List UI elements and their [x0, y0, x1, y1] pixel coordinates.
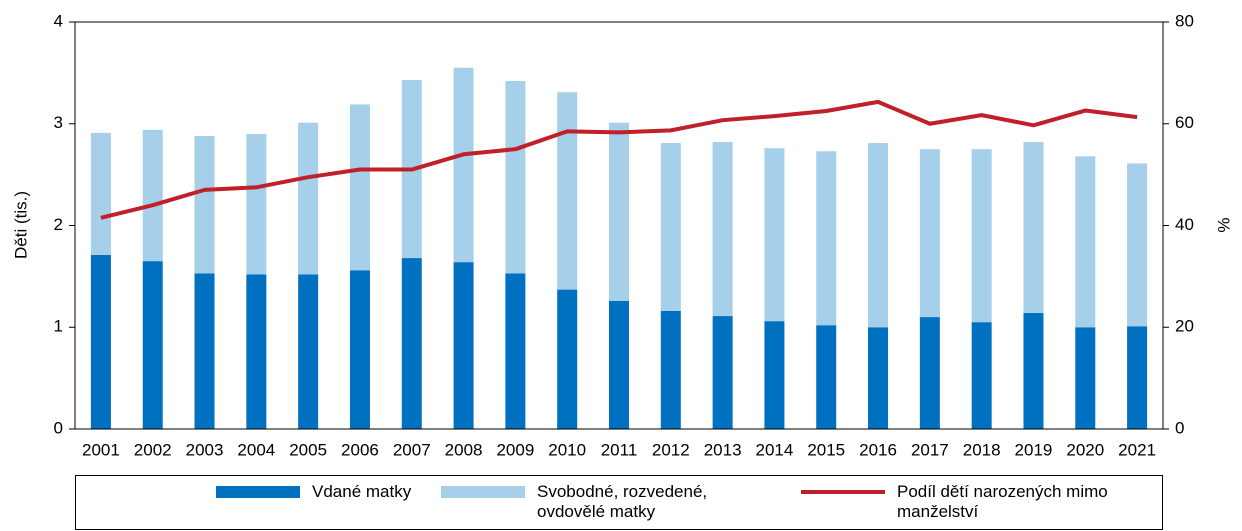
legend-swatch [216, 486, 300, 498]
bar [90, 132, 111, 256]
bar [1075, 327, 1096, 429]
x-tick-label: 2020 [1066, 440, 1104, 459]
y2-tick-label: 40 [1175, 215, 1194, 234]
bar [505, 273, 526, 429]
x-tick-label: 2011 [601, 440, 638, 459]
bar [868, 143, 889, 328]
bar [142, 129, 163, 262]
bar [349, 270, 370, 429]
x-tick-label: 2013 [704, 440, 742, 459]
y2-axis-label: % [1214, 217, 1233, 232]
x-tick-label: 2017 [911, 440, 949, 459]
bar [453, 67, 474, 263]
x-tick-label: 2019 [1015, 440, 1053, 459]
x-tick-label: 2021 [1118, 440, 1156, 459]
bar [401, 258, 422, 429]
x-tick-label: 2014 [756, 440, 794, 459]
bar [298, 122, 319, 275]
line-series [100, 99, 1138, 220]
x-tick-label: 2006 [341, 440, 379, 459]
y-tick-label: 1 [54, 317, 63, 336]
x-tick-label: 2012 [652, 440, 690, 459]
bar [660, 310, 681, 429]
y-tick-label: 4 [54, 11, 63, 30]
x-tick-label: 2015 [807, 440, 845, 459]
bar [971, 149, 992, 323]
x-tick-label: 2018 [963, 440, 1001, 459]
bar [1023, 142, 1044, 314]
plot-frame [74, 21, 1164, 430]
x-tick-label: 2002 [134, 440, 172, 459]
y-tick-label: 3 [54, 113, 63, 132]
bar [142, 261, 163, 429]
bar [609, 122, 629, 301]
bar [764, 148, 785, 322]
x-tick-label: 2010 [548, 440, 586, 459]
x-tick-label: 2008 [445, 440, 483, 459]
bar [453, 262, 474, 429]
legend-label: Svobodné, rozvedené, ovdovělé matky [537, 482, 708, 521]
bar [194, 273, 215, 429]
bar [919, 317, 940, 429]
y2-tick-label: 80 [1175, 11, 1194, 30]
bar [1075, 156, 1096, 328]
bar [90, 255, 111, 429]
bar [246, 274, 267, 429]
y-axis-label: Děti (tis.) [11, 191, 30, 259]
legend-swatch [441, 486, 525, 498]
bar [557, 92, 578, 290]
bar [194, 135, 215, 274]
y2-tick-label: 20 [1175, 317, 1194, 336]
legend-label: Vdané matky [312, 482, 412, 501]
x-tick-label: 2007 [393, 440, 431, 459]
legend-item: Svobodné, rozvedené, ovdovělé matky [441, 482, 777, 522]
bar [298, 274, 319, 429]
x-tick-label: 2016 [859, 440, 897, 459]
bar [609, 300, 629, 429]
bar [557, 289, 578, 429]
bar [712, 142, 733, 317]
x-tick-label: 2001 [82, 440, 120, 459]
bar [764, 321, 785, 429]
legend-swatch [801, 490, 885, 494]
bar [712, 316, 733, 429]
legend-item: Podíl dětí narozených mimo manželství [801, 482, 1137, 522]
bar [349, 104, 370, 271]
bar [505, 81, 526, 274]
legend: Vdané matky Svobodné, rozvedené, ovdovělé… [75, 475, 1163, 530]
bar [660, 143, 681, 311]
y-tick-label: 0 [54, 418, 63, 437]
bar [816, 325, 837, 429]
x-tick-label: 2005 [289, 440, 327, 459]
y-tick-label: 2 [54, 215, 63, 234]
bar [1127, 326, 1148, 429]
bar [246, 133, 267, 275]
x-tick-label: 2003 [186, 440, 224, 459]
legend-item: Vdané matky [216, 482, 512, 502]
bar [919, 149, 940, 318]
y2-tick-label: 0 [1175, 418, 1184, 437]
x-tick-label: 2004 [237, 440, 275, 459]
bar [971, 322, 992, 429]
bar [816, 151, 837, 326]
bar [868, 327, 889, 429]
bar [1127, 163, 1148, 327]
bar [1023, 313, 1044, 429]
x-tick-label: 2009 [496, 440, 534, 459]
legend-label: Podíl dětí narozených mimo manželství [897, 482, 1108, 521]
y2-tick-label: 60 [1175, 113, 1194, 132]
